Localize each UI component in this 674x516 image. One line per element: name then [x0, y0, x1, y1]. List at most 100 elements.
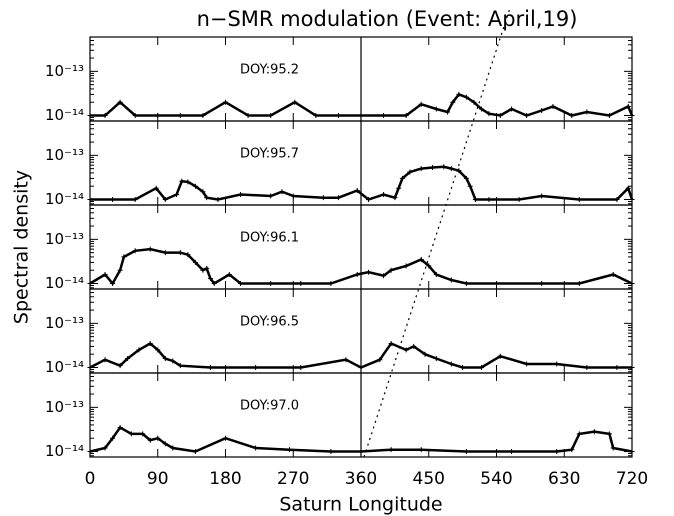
data-point — [418, 256, 424, 262]
data-point — [268, 112, 274, 118]
data-point — [471, 99, 477, 105]
data-point — [335, 195, 341, 201]
data-point — [509, 106, 515, 112]
x-tick-label: 720 — [616, 469, 648, 489]
data-point — [426, 263, 432, 269]
data-point — [448, 166, 454, 172]
data-point — [418, 447, 424, 453]
data-point — [328, 448, 334, 454]
y-tick-label: 10⁻¹⁴ — [45, 274, 84, 292]
x-tick-label: 450 — [413, 469, 445, 489]
data-point — [117, 99, 123, 105]
y-tick-label: 10⁻¹⁴ — [45, 442, 84, 460]
data-point — [554, 448, 560, 454]
data-point — [606, 112, 612, 118]
data-point — [422, 351, 428, 357]
y-axis-label: Spectral density — [11, 170, 33, 324]
data-point — [433, 106, 439, 112]
data-point — [102, 271, 108, 277]
series-line — [89, 341, 632, 369]
data-point — [121, 254, 127, 260]
data-point — [153, 185, 159, 191]
y-tick-label: 10⁻¹⁴ — [45, 190, 84, 208]
data-point — [610, 445, 616, 451]
y-tick-label: 10⁻¹⁴ — [45, 106, 84, 124]
data-point — [170, 445, 176, 451]
data-point — [335, 112, 341, 118]
data-point — [204, 195, 210, 201]
data-point — [185, 252, 191, 258]
data-point — [132, 248, 138, 254]
data-point — [117, 424, 123, 430]
data-point — [226, 271, 232, 277]
data-point — [132, 112, 138, 118]
data-point — [411, 343, 417, 349]
data-point — [268, 193, 274, 199]
data-point — [448, 277, 454, 283]
data-point — [147, 246, 153, 252]
data-point — [174, 191, 180, 197]
x-tick-label: 90 — [147, 469, 169, 489]
data-point — [460, 364, 466, 370]
data-point — [192, 183, 198, 189]
data-point — [478, 106, 484, 112]
data-point — [550, 103, 556, 109]
data-point — [155, 347, 161, 353]
data-point — [223, 99, 228, 105]
data-point — [343, 357, 349, 363]
data-point — [298, 364, 304, 370]
data-point — [392, 195, 398, 201]
data-point — [463, 94, 469, 100]
data-point — [396, 185, 402, 191]
y-tick-label: 10⁻¹³ — [45, 314, 84, 332]
x-axis-label: Saturn Longitude — [279, 494, 442, 516]
data-point — [223, 435, 228, 441]
data-point — [207, 275, 213, 281]
data-point — [614, 196, 620, 202]
drift-line — [363, 7, 511, 458]
data-point — [381, 191, 387, 197]
data-point — [200, 267, 206, 273]
data-point — [569, 447, 575, 453]
data-point — [472, 196, 478, 202]
data-point — [162, 355, 168, 361]
data-point — [320, 195, 326, 201]
data-point — [418, 166, 424, 172]
data-point — [238, 191, 244, 197]
x-tick-label: 540 — [480, 469, 512, 489]
x-tick-label: 270 — [277, 469, 309, 489]
data-point — [204, 265, 210, 271]
panel-annotation: DOY:95.7 — [240, 147, 299, 162]
data-point — [591, 429, 597, 435]
data-point — [162, 441, 168, 447]
x-tick-label: 360 — [345, 469, 377, 489]
data-point — [162, 250, 168, 256]
data-point — [238, 280, 244, 286]
x-tick-label: 630 — [548, 469, 580, 489]
data-point — [128, 431, 134, 437]
data-point — [433, 271, 439, 277]
y-tick-label: 10⁻¹³ — [45, 398, 84, 416]
data-point — [179, 178, 185, 184]
data-point — [292, 99, 298, 105]
data-point — [192, 259, 198, 265]
data-point — [388, 340, 394, 346]
data-point — [399, 175, 405, 181]
data-point — [185, 179, 191, 185]
data-point — [366, 269, 372, 275]
data-point — [117, 363, 123, 369]
data-point — [117, 267, 123, 273]
data-point — [407, 169, 413, 175]
data-point — [486, 196, 492, 202]
data-point — [354, 187, 360, 193]
data-point — [381, 112, 387, 118]
data-point — [516, 196, 522, 202]
data-point — [448, 361, 454, 367]
y-tick-label: 10⁻¹⁴ — [45, 358, 84, 376]
data-point — [147, 340, 153, 346]
data-point — [102, 445, 108, 451]
panel-annotation: DOY:95.2 — [240, 63, 299, 78]
data-point — [177, 250, 183, 256]
data-point — [576, 280, 582, 286]
